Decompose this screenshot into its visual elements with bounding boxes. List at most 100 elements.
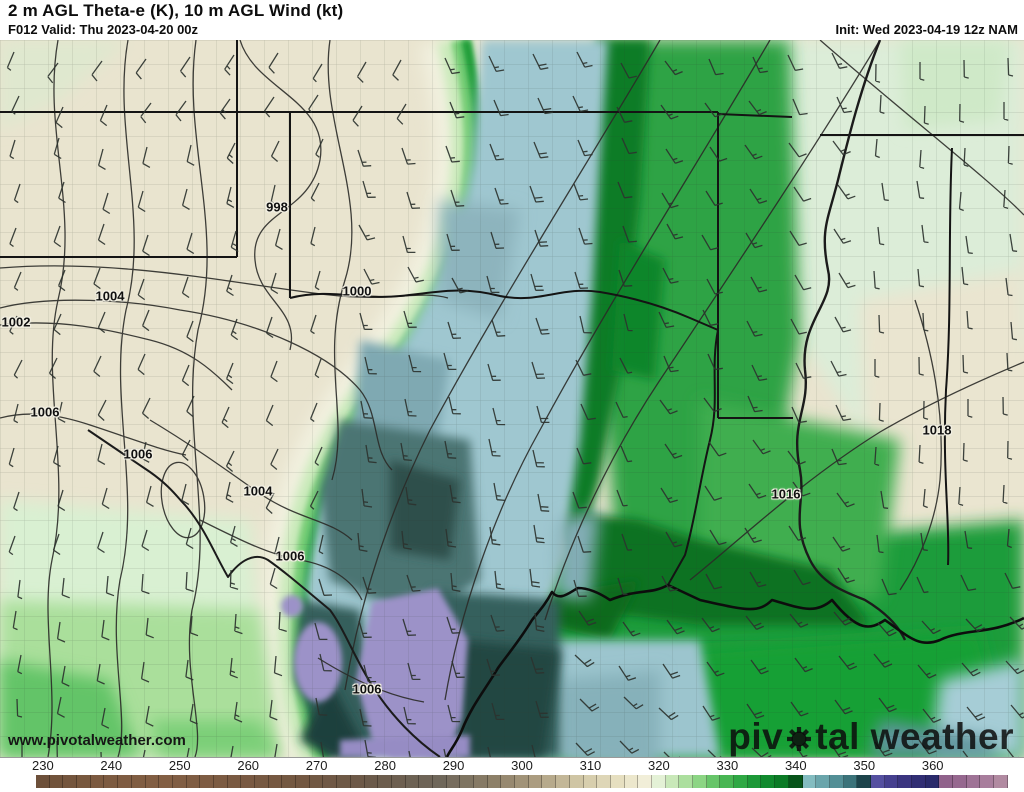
colorbar-segment — [474, 775, 488, 788]
colorbar-tick: 290 — [442, 758, 465, 773]
colorbar-segment — [939, 775, 954, 788]
colorbar-segment — [857, 775, 871, 788]
colorbar-segment — [364, 775, 379, 788]
colorbar-segment — [309, 775, 324, 788]
colorbar-segment — [829, 775, 844, 788]
colorbar-segment — [788, 775, 803, 788]
colorbar-tick: 310 — [579, 758, 602, 773]
colorbar-segment — [843, 775, 858, 788]
colorbar-segment — [501, 775, 516, 788]
colorbar-segment — [597, 775, 611, 788]
colorbar-segment — [720, 775, 735, 788]
colorbar-segment — [569, 775, 584, 788]
colorbar-segment — [994, 775, 1008, 788]
colorbar-segment — [186, 775, 201, 788]
colorbar-segment — [241, 775, 255, 788]
colorbar-segment — [528, 775, 543, 788]
colorbar-segment — [912, 775, 926, 788]
colorbar-segment — [870, 775, 885, 788]
colorbar-segment — [227, 775, 242, 788]
valid-time-label: F012 Valid: Thu 2023-04-20 00z — [8, 22, 199, 37]
colorbar-segment — [255, 775, 269, 788]
colorbar-segment — [816, 775, 830, 788]
colorbar-tick: 360 — [921, 758, 944, 773]
colorbar-segment — [953, 775, 967, 788]
mslp-contours — [0, 40, 1024, 757]
colorbar-tick-labels: 230 240 250 260 270 280 290 300 310 320 330 340 350 3… — [0, 758, 1024, 774]
colorbar-tick: 250 — [168, 758, 191, 773]
rivers — [87, 40, 907, 757]
weather-map: 998 1000 1002 1004 1006 1006 1004 1006 1006 1016 1… — [0, 40, 1024, 757]
colorbar-tick: 320 — [648, 758, 670, 773]
colorbar-segment — [446, 775, 461, 788]
colorbar-segment — [77, 775, 91, 788]
colorbar-segment — [118, 775, 132, 788]
colorbar-segment — [802, 775, 817, 788]
colorbar-segment — [693, 775, 707, 788]
colorbar-segment — [610, 775, 625, 788]
colorbar — [36, 775, 1008, 788]
mississippi-river — [795, 40, 907, 641]
pivotal-weather-logo: piv tal weather — [728, 718, 1014, 755]
colorbar-segment — [665, 775, 680, 788]
colorbar-segment — [432, 775, 447, 788]
colorbar-segment — [200, 775, 214, 788]
colorbar-segment — [131, 775, 146, 788]
colorbar-segment — [898, 775, 912, 788]
colorbar-segment — [966, 775, 981, 788]
watermark: www.pivotalweather.com — [8, 732, 186, 749]
colorbar-segment — [734, 775, 748, 788]
colorbar-segment — [624, 775, 639, 788]
colorbar-segment — [350, 775, 365, 788]
colorbar-tick: 300 — [511, 758, 533, 773]
colorbar-tick: 240 — [100, 758, 123, 773]
colorbar-footer: 230 240 250 260 270 280 290 300 310 320 330 340 350 3… — [0, 757, 1024, 792]
theta-e-map-canvas — [0, 40, 1024, 757]
colorbar-tick: 340 — [784, 758, 807, 773]
colorbar-tick: 330 — [716, 758, 739, 773]
colorbar-segment — [268, 775, 283, 788]
colorbar-tick: 280 — [374, 758, 396, 773]
header: 2 m AGL Theta-e (K), 10 m AGL Wind (kt) … — [0, 0, 1024, 40]
colorbar-segment — [679, 775, 693, 788]
logo-text-right: tal weather — [815, 716, 1014, 757]
colorbar-segment — [36, 775, 50, 788]
map-title: 2 m AGL Theta-e (K), 10 m AGL Wind (kt) — [8, 1, 344, 20]
colorbar-segment — [747, 775, 762, 788]
init-time-label: Init: Wed 2023-04-19 12z NAM — [835, 22, 1018, 37]
colorbar-segment — [63, 775, 78, 788]
wind-barbs — [6, 51, 1024, 757]
colorbar-segment — [172, 775, 187, 788]
colorbar-segment — [761, 775, 776, 788]
colorbar-segment — [884, 775, 899, 788]
colorbar-segment — [378, 775, 392, 788]
colorbar-segment — [49, 775, 64, 788]
colorbar-segment — [638, 775, 652, 788]
colorbar-segment — [323, 775, 338, 788]
gear-icon — [784, 724, 814, 754]
colorbar-segment — [104, 775, 119, 788]
colorbar-tick: 350 — [853, 758, 876, 773]
state-borders — [0, 40, 1024, 586]
colorbar-segment — [487, 775, 502, 788]
colorbar-tick: 270 — [305, 758, 328, 773]
rio-grande-river — [87, 429, 441, 757]
colorbar-segment — [405, 775, 420, 788]
county-lines-texture — [0, 40, 1024, 757]
colorbar-segment — [419, 775, 433, 788]
colorbar-segment — [515, 775, 529, 788]
colorbar-tick: 260 — [237, 758, 260, 773]
colorbar-segment — [296, 775, 310, 788]
colorbar-segment — [556, 775, 570, 788]
logo-text-left: piv — [728, 716, 784, 757]
colorbar-tick: 230 — [31, 758, 54, 773]
colorbar-segment — [651, 775, 666, 788]
colorbar-segment — [925, 775, 940, 788]
colorbar-segment — [337, 775, 351, 788]
colorbar-segment — [159, 775, 173, 788]
colorbar-segment — [391, 775, 406, 788]
coastline — [445, 583, 1024, 757]
colorbar-segment — [90, 775, 105, 788]
colorbar-segment — [980, 775, 995, 788]
colorbar-segment — [706, 775, 721, 788]
